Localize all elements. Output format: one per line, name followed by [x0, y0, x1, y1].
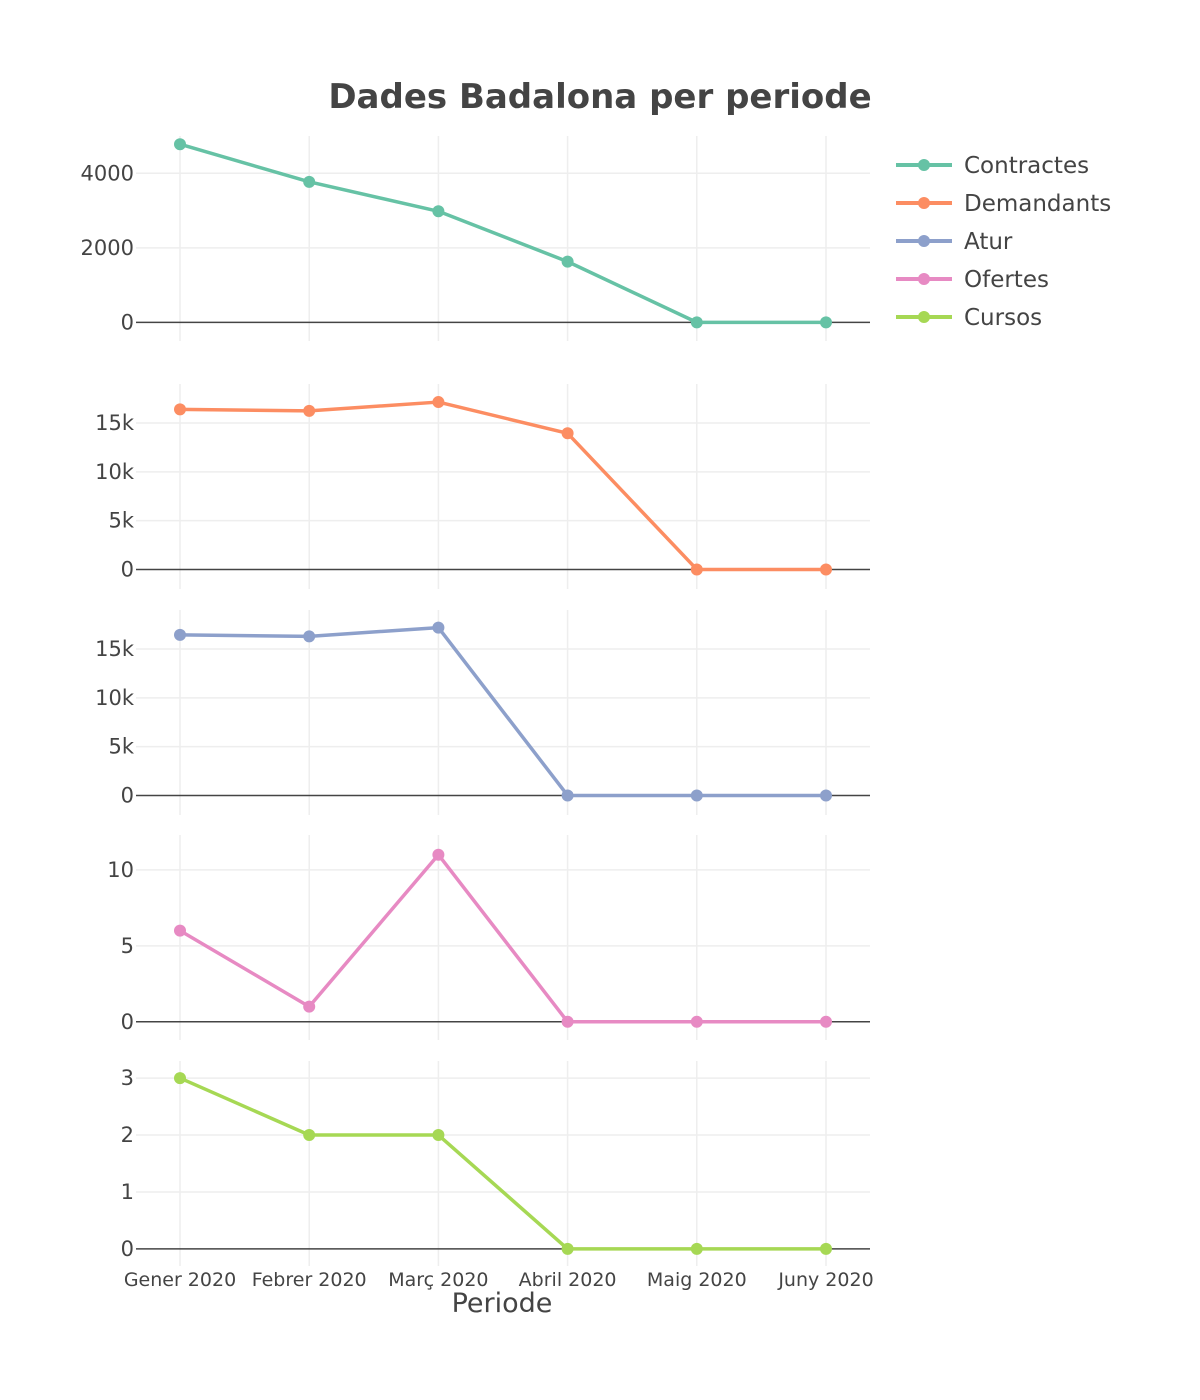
x-tick-label: Juny 2020	[777, 1269, 873, 1291]
data-point-contractes[interactable]	[174, 138, 186, 151]
data-point-demandants[interactable]	[561, 427, 574, 440]
legend-label: Cursos	[964, 305, 1042, 331]
y-tick-label: 5k	[108, 509, 134, 533]
y-tick-label: 4000	[81, 161, 134, 185]
series-line-atur	[179, 625, 826, 798]
legend-marker-icon	[918, 311, 930, 323]
y-tick-label: 0	[121, 310, 134, 334]
data-point-cursos[interactable]	[174, 1072, 186, 1085]
y-tick-label: 0	[121, 1010, 134, 1034]
data-point-ofertes[interactable]	[303, 1000, 316, 1013]
subplot-ofertes: 0 5 10	[107, 835, 870, 1040]
data-point-cursos[interactable]	[561, 1242, 574, 1255]
data-point-ofertes[interactable]	[174, 924, 186, 937]
data-point-ofertes[interactable]	[432, 848, 445, 861]
subplot-contractes: 0 2000 4000	[81, 136, 870, 341]
data-point-atur[interactable]	[690, 789, 703, 802]
data-point-demandants[interactable]	[432, 396, 445, 409]
subplot-cursos: 0 1 2 3	[121, 1061, 870, 1266]
legend-item-cursos[interactable]: Cursos	[896, 305, 1042, 331]
legend-label: Ofertes	[964, 267, 1049, 293]
subplot-demandants: 0 5k 10k 15k	[95, 384, 870, 589]
legend-marker-icon	[918, 235, 930, 247]
data-point-demandants[interactable]	[174, 403, 186, 416]
y-tick-label: 5k	[108, 735, 134, 759]
x-tick-label: Març 2020	[388, 1269, 488, 1291]
y-tick-label: 1	[121, 1180, 134, 1204]
y-tick-label: 10k	[95, 686, 135, 710]
data-point-atur[interactable]	[820, 789, 832, 802]
y-tick-label: 15k	[95, 637, 135, 661]
legend-item-atur[interactable]: Atur	[896, 229, 1013, 255]
data-point-atur[interactable]	[174, 628, 186, 641]
subplot-atur: 0 5k 10k 15k	[95, 610, 870, 815]
chart-title: Dades Badalona per periode	[328, 77, 871, 117]
y-tick-label: 3	[121, 1066, 134, 1090]
x-axis-label: Periode	[452, 1288, 553, 1319]
series-line-ofertes	[179, 852, 826, 1024]
x-tick-label: Maig 2020	[647, 1269, 747, 1291]
data-point-contractes[interactable]	[303, 175, 316, 188]
data-point-cursos[interactable]	[432, 1129, 445, 1142]
y-tick-label: 0	[121, 557, 134, 581]
legend[interactable]: Contractes Demandants Atur Ofertes Cursos	[896, 153, 1111, 331]
y-tick-label: 2	[121, 1123, 134, 1147]
data-point-atur[interactable]	[561, 789, 574, 802]
data-point-contractes[interactable]	[690, 316, 703, 329]
y-tick-label: 5	[121, 934, 134, 958]
legend-label: Demandants	[964, 191, 1111, 217]
data-point-cursos[interactable]	[820, 1242, 832, 1255]
data-point-atur[interactable]	[432, 621, 445, 634]
legend-item-ofertes[interactable]: Ofertes	[896, 267, 1049, 293]
subplots: 0 2000 4000 0 5k 10k 15k 0 5k 10k 15k 0 5 10 0 1 2 3	[81, 136, 870, 1266]
x-tick-label: Febrer 2020	[252, 1269, 367, 1291]
y-tick-label: 10	[107, 858, 134, 882]
data-point-contractes[interactable]	[820, 316, 832, 329]
x-axis-ticks: Gener 2020 Febrer 2020 Març 2020 Abril 2020…	[124, 1269, 874, 1291]
x-tick-label: Abril 2020	[519, 1269, 617, 1291]
data-point-ofertes[interactable]	[561, 1015, 574, 1028]
legend-item-contractes[interactable]: Contractes	[896, 153, 1089, 179]
y-tick-label: 0	[121, 1237, 134, 1261]
y-tick-label: 2000	[81, 236, 134, 260]
legend-label: Atur	[964, 229, 1013, 255]
data-point-atur[interactable]	[303, 630, 316, 643]
data-point-contractes[interactable]	[432, 205, 445, 218]
data-point-demandants[interactable]	[690, 563, 703, 576]
y-tick-label: 0	[121, 783, 134, 807]
x-tick-label: Gener 2020	[124, 1269, 236, 1291]
legend-marker-icon	[918, 273, 930, 285]
series-line-contractes	[179, 142, 826, 325]
data-point-cursos[interactable]	[303, 1129, 316, 1142]
data-point-demandants[interactable]	[303, 404, 316, 417]
y-tick-label: 10k	[95, 460, 135, 484]
data-point-cursos[interactable]	[690, 1242, 703, 1255]
series-line-cursos	[179, 1076, 826, 1251]
data-point-ofertes[interactable]	[820, 1015, 832, 1028]
legend-label: Contractes	[964, 153, 1089, 179]
legend-marker-icon	[918, 159, 930, 171]
data-point-ofertes[interactable]	[690, 1015, 703, 1028]
legend-marker-icon	[918, 197, 930, 209]
y-tick-label: 15k	[95, 411, 135, 435]
legend-item-demandants[interactable]: Demandants	[896, 191, 1111, 217]
data-point-demandants[interactable]	[820, 563, 832, 576]
data-point-contractes[interactable]	[561, 255, 574, 268]
series-line-demandants	[179, 400, 826, 572]
